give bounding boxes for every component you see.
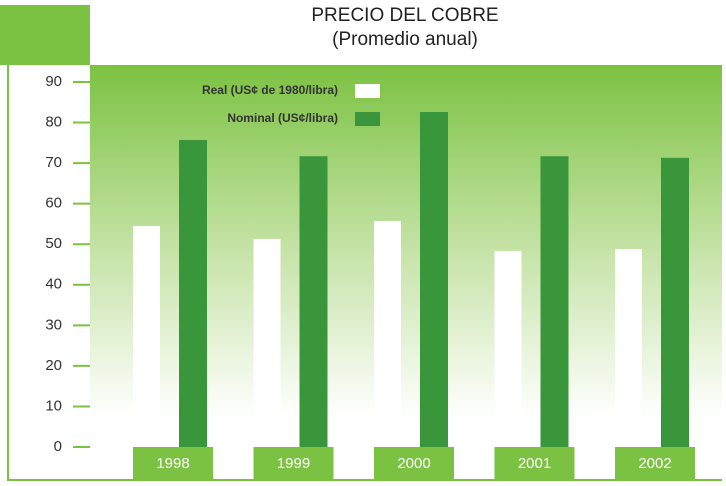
chart-subtitle: (Promedio anual) xyxy=(332,29,478,50)
legend-swatch xyxy=(355,112,380,126)
bar xyxy=(494,251,522,447)
bar xyxy=(179,139,207,447)
category-box xyxy=(494,447,575,480)
y-tick-label: 30 xyxy=(45,316,62,333)
x-tick-label: 2001 xyxy=(518,455,551,472)
bar xyxy=(420,112,448,447)
bar xyxy=(540,156,569,447)
legend-label: Real (US¢ de 1980/libra) xyxy=(202,83,338,97)
x-tick-label: 1999 xyxy=(277,455,310,472)
y-tick-label: 20 xyxy=(45,357,62,374)
category-box xyxy=(133,447,213,480)
title-box xyxy=(90,5,726,65)
y-tick-label: 70 xyxy=(45,154,62,171)
header-block xyxy=(0,5,90,65)
y-tick-label: 0 xyxy=(54,438,62,455)
x-tick-label: 1998 xyxy=(156,455,189,472)
x-tick-label: 2002 xyxy=(638,455,671,472)
chart-title: PRECIO DEL COBRE xyxy=(311,5,498,26)
y-tick-label: 80 xyxy=(45,114,62,131)
frame xyxy=(7,65,722,481)
y-tick-label: 10 xyxy=(45,397,62,414)
legend-label: Nominal (US¢/libra) xyxy=(227,111,338,125)
y-tick-label: 90 xyxy=(45,73,62,90)
bar xyxy=(253,238,281,447)
category-box xyxy=(615,447,695,480)
category-box xyxy=(253,447,334,480)
bar xyxy=(374,221,401,447)
y-tick-label: 60 xyxy=(45,195,62,212)
x-tick-label: 2000 xyxy=(397,455,430,472)
bar xyxy=(615,249,642,447)
y-tick-label: 50 xyxy=(45,235,62,252)
legend-swatch xyxy=(355,84,380,98)
y-tick-label: 40 xyxy=(45,276,62,293)
bar xyxy=(133,225,160,447)
bar xyxy=(299,156,328,447)
category-box xyxy=(374,447,454,480)
bar xyxy=(661,157,689,448)
